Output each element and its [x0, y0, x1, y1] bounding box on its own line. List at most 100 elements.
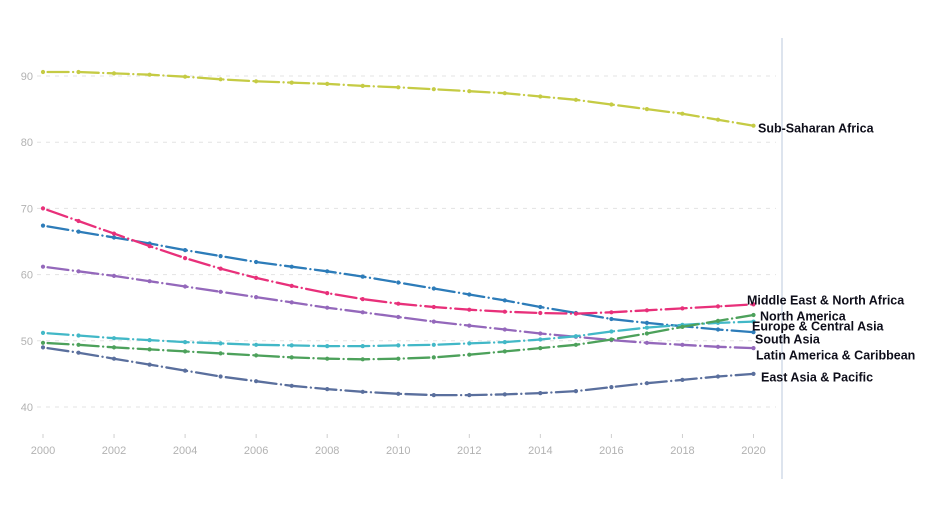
- north-america-point: [183, 349, 188, 354]
- east-asia-pacific-point: [396, 391, 401, 396]
- east-asia-pacific-point: [289, 383, 294, 388]
- europe-central-asia-point: [609, 329, 614, 334]
- east-asia-pacific-point: [680, 377, 685, 382]
- sub-saharan-africa-point: [218, 77, 223, 82]
- south-asia-point: [289, 264, 294, 269]
- latin-america-caribbean-point: [502, 327, 507, 332]
- north-america-point: [502, 349, 507, 354]
- latin-america-caribbean-point: [289, 300, 294, 305]
- middle-east-north-africa-point: [680, 306, 685, 311]
- north-america-point: [396, 356, 401, 361]
- sub-saharan-africa-point: [254, 79, 259, 84]
- north-america-point: [680, 324, 685, 329]
- east-asia-pacific-point: [360, 389, 365, 394]
- south-asia-point: [218, 254, 223, 259]
- north-america-point: [573, 342, 579, 347]
- latin-america-caribbean-point: [644, 340, 650, 345]
- latin-america-caribbean-point: [183, 284, 188, 289]
- x-axis-tick-label: 2008: [315, 445, 339, 457]
- middle-east-north-africa-point: [325, 291, 330, 296]
- middle-east-north-africa-point: [431, 304, 436, 310]
- east-asia-pacific-point: [573, 389, 579, 394]
- sub-saharan-africa-point: [325, 81, 330, 86]
- y-axis-tick-label: 80: [21, 137, 33, 149]
- middle-east-north-africa-line: [41, 207, 755, 315]
- x-axis-tick-label: 2002: [102, 445, 126, 457]
- latin-america-caribbean-point: [218, 289, 223, 294]
- europe-central-asia-point: [538, 337, 543, 342]
- east-asia-pacific-point: [254, 379, 259, 384]
- europe-central-asia-point: [183, 340, 188, 345]
- south-asia-point: [76, 229, 81, 234]
- latin-america-caribbean-point: [360, 310, 365, 315]
- east-asia-pacific-line: [41, 346, 755, 397]
- europe-central-asia-point: [644, 325, 650, 330]
- east-asia-pacific-point: [431, 393, 436, 398]
- europe-central-asia-point: [360, 344, 365, 349]
- south-asia-point: [431, 286, 436, 291]
- sub-saharan-africa-point: [502, 91, 507, 96]
- north-america-point: [644, 331, 650, 336]
- sub-saharan-africa-point: [183, 74, 188, 79]
- latin-america-caribbean-point: [325, 305, 330, 310]
- south-asia-point: [360, 274, 365, 279]
- y-axis-tick-label: 50: [21, 336, 33, 348]
- east-asia-pacific-point: [40, 345, 46, 350]
- sub-saharan-africa-point: [715, 117, 721, 122]
- latin-america-caribbean-point: [715, 344, 721, 349]
- south-asia-point: [715, 327, 721, 332]
- latin-america-caribbean-point: [431, 319, 436, 324]
- middle-east-north-africa-point: [396, 301, 401, 306]
- middle-east-north-africa-point: [751, 302, 756, 307]
- latin-america-caribbean-point: [538, 331, 543, 336]
- sub-saharan-africa-point: [40, 69, 46, 75]
- south-asia-point: [751, 330, 756, 335]
- middle-east-north-africa-point: [218, 266, 223, 271]
- y-axis-tick-label: 70: [21, 203, 33, 215]
- europe-central-asia-point: [573, 334, 579, 339]
- latin-america-caribbean-point: [396, 314, 401, 320]
- south-asia-point: [609, 316, 614, 322]
- latin-america-caribbean-point: [111, 273, 117, 278]
- sub-saharan-africa-point: [573, 97, 579, 102]
- sub-saharan-africa-point: [538, 94, 543, 99]
- east-asia-pacific-point: [147, 362, 152, 367]
- middle-east-north-africa-label: Middle East & North Africa: [747, 294, 905, 308]
- latin-america-caribbean-point: [147, 279, 152, 284]
- north-america-point: [111, 345, 117, 350]
- east-asia-pacific-point: [644, 381, 650, 386]
- south-asia-point: [644, 320, 650, 325]
- sub-saharan-africa-point: [111, 71, 117, 76]
- europe-central-asia-point: [396, 343, 401, 348]
- europe-central-asia-point: [751, 319, 756, 324]
- middle-east-north-africa-point: [111, 231, 117, 236]
- x-axis-tick-label: 2004: [173, 445, 197, 457]
- north-america-point: [751, 312, 756, 318]
- middle-east-north-africa-point: [644, 308, 650, 313]
- middle-east-north-africa-point: [715, 304, 721, 309]
- europe-central-asia-point: [147, 338, 152, 343]
- north-america-point: [715, 318, 721, 323]
- x-axis-tick-label: 2020: [741, 445, 765, 457]
- sub-saharan-africa-point: [751, 123, 756, 128]
- east-asia-pacific-point: [111, 356, 117, 361]
- middle-east-north-africa-point: [538, 310, 543, 316]
- x-axis-tick-label: 2006: [244, 445, 268, 457]
- east-asia-pacific-point: [76, 350, 81, 355]
- europe-central-asia-point: [289, 343, 294, 348]
- south-asia-point: [502, 298, 507, 303]
- north-america-point: [76, 342, 81, 347]
- europe-central-asia-label: Europe & Central Asia: [752, 320, 885, 334]
- south-asia-point: [538, 304, 543, 310]
- east-asia-pacific-point: [538, 391, 543, 396]
- middle-east-north-africa-point: [609, 310, 614, 315]
- east-asia-pacific-point: [218, 374, 223, 379]
- south-asia-point: [183, 248, 188, 253]
- south-asia-line: [41, 224, 755, 334]
- sub-saharan-africa-point: [396, 85, 401, 90]
- east-asia-pacific-point: [609, 385, 614, 390]
- north-america-point: [40, 340, 46, 345]
- north-america-label: North America: [760, 310, 847, 324]
